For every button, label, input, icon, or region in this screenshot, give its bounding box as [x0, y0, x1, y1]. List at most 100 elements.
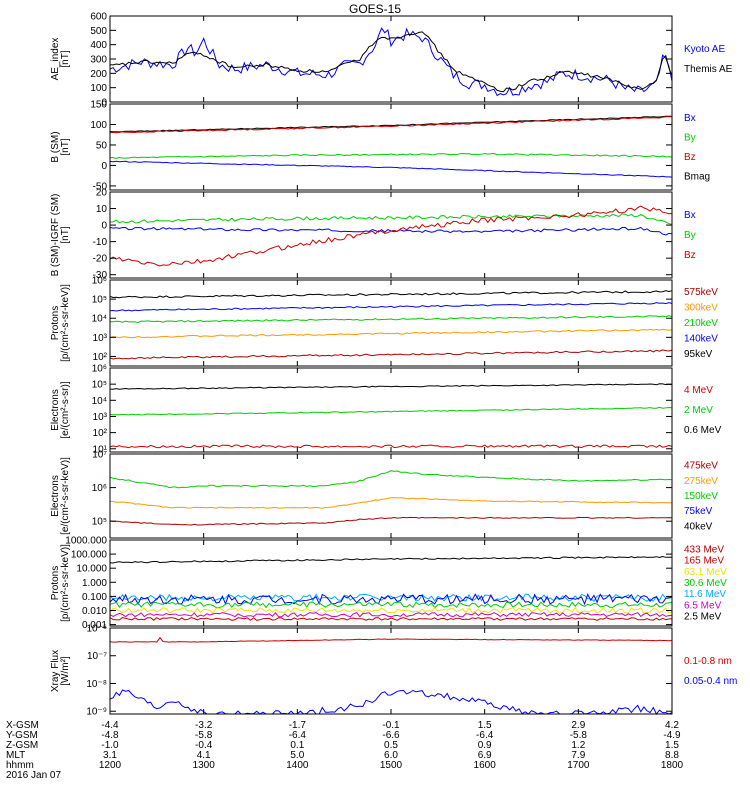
y-tick-label: 1.000 [82, 578, 107, 589]
legend-entry: Themis AE [684, 64, 733, 75]
series-line [109, 116, 672, 134]
series-line [110, 213, 673, 225]
axis-row-value: 0.5 [384, 740, 398, 751]
y-axis-label: [p/(cm²-s-sr-keV)] [60, 284, 71, 362]
legend-entry: Bmag [684, 171, 710, 182]
axis-row-value: 4.1 [197, 750, 211, 761]
y-tick-label: 600 [90, 12, 107, 23]
y-tick-label: -50 [93, 181, 108, 192]
panel-frame [109, 627, 673, 715]
y-tick-label: 10 [96, 204, 108, 215]
axis-row-value: -1.0 [101, 740, 119, 751]
axis-row-value: 1.5 [478, 720, 492, 731]
axis-row-value: 1700 [567, 760, 590, 771]
series-line [109, 601, 673, 609]
y-tick-label: 150 [90, 100, 107, 111]
legend-entry: 75keV [684, 506, 713, 517]
series-line [109, 205, 673, 267]
legend-entry: 11.6 MeV [684, 589, 726, 600]
y-axis-label: [p/(cm²-s-sr-keV)] [60, 544, 71, 622]
y-axis-label: [nT] [60, 226, 71, 243]
panel-frame [109, 103, 673, 191]
time-axis-table: X-GSM -4.4 -3.2 -1.7 -0.1 1.5 2.9 4.2Y-GSM -4.8-… [6, 720, 684, 781]
axis-row-value: 3.1 [103, 750, 117, 761]
y-tick-label: 500 [90, 26, 107, 37]
axis-row-value: 2.9 [571, 720, 585, 731]
series-line [109, 315, 673, 324]
legend-entry: 210keV [684, 318, 718, 329]
y-tick-label: 10⁵ [92, 517, 107, 528]
y-tick-label: 100 [90, 120, 107, 131]
series-line [109, 636, 673, 643]
y-axis-label: [W/m²] [60, 656, 71, 686]
y-axis-label: B (SM)-IGRF (SM) [50, 194, 61, 277]
y-tick-label: 20 [96, 188, 108, 199]
axis-row-value: -1.7 [289, 720, 307, 731]
y-tick-label: 100 [90, 83, 107, 94]
series-line [109, 290, 673, 299]
series-line [109, 160, 673, 178]
axis-row-label: Z-GSM [6, 740, 38, 751]
series-line [109, 617, 673, 621]
axis-row-value: 5.0 [290, 750, 304, 761]
y-tick-label: 0 [101, 161, 107, 172]
panel-3: -30 -20 -10 0 10 20 B (SM)-IGRF (SM) [nT] Bx By Bz [50, 188, 696, 282]
y-tick-label: 400 [90, 40, 107, 51]
y-tick-label: 0.001 [82, 620, 107, 631]
y-tick-label: 10⁻⁹ [86, 707, 107, 718]
axis-row-value: 1600 [474, 760, 497, 771]
legend-entry: 40keV [684, 521, 713, 532]
legend-entry: Bz [684, 250, 696, 261]
legend-entry: 165 MeV [684, 556, 724, 567]
series-line [109, 470, 673, 489]
axis-row-value: 1400 [286, 760, 309, 771]
y-tick-label: 10² [93, 428, 108, 439]
series-line [109, 152, 673, 160]
y-axis-label: [e/(cm²-s-sr-keV)] [60, 457, 71, 535]
panel-7: 0.001 0.010 0.100 1.000 10.000 100.000 1000.00… [50, 536, 727, 632]
axis-row-value: 1300 [193, 760, 216, 771]
legend-entry: 4 MeV [684, 385, 713, 396]
series-line [109, 516, 673, 526]
y-axis-label: B (SM) [50, 131, 61, 162]
legend-entry: 150keV [684, 491, 718, 502]
series-line [109, 302, 673, 312]
legend-entry: 300keV [684, 302, 718, 313]
y-tick-label: 0 [101, 98, 107, 109]
panel-frame [109, 279, 673, 367]
panel-frame [109, 191, 673, 279]
series-line [109, 611, 673, 618]
axis-row-value: 1800 [661, 760, 684, 771]
series-line [109, 383, 673, 390]
panel-6: 10⁵ 10⁶ 10⁷ Electrons [e/(cm²-s-sr-keV)] 475k… [50, 450, 718, 539]
y-tick-label: 0.100 [82, 592, 107, 603]
y-tick-label: 200 [90, 69, 107, 80]
y-tick-label: 10³ [93, 333, 108, 344]
panel-frame [109, 453, 673, 539]
y-axis-label: [nT] [60, 50, 71, 67]
axis-row-value: 1.5 [665, 740, 679, 751]
series-line [109, 593, 673, 606]
legend-entry: Bx [684, 210, 696, 221]
axis-row-value: -6.6 [382, 730, 400, 741]
axis-row-value: 4.2 [665, 720, 679, 731]
y-tick-label: 10⁴ [92, 396, 107, 407]
legend-entry: 475keV [684, 461, 718, 472]
axis-row-value: -4.4 [101, 720, 119, 731]
panel-2: -50 0 50 100 150 B (SM) [nT] Bx By Bz Bmag [50, 100, 710, 193]
axis-row-label: hhmm [6, 760, 34, 771]
axis-row-value: 1500 [380, 760, 403, 771]
y-tick-label: 10⁻⁶ [86, 624, 107, 635]
y-tick-label: 10⁵ [92, 380, 107, 391]
axis-date: 2016 Jan 07 [6, 770, 61, 781]
y-tick-label: -10 [93, 237, 108, 248]
axis-row-value: -5.8 [570, 730, 588, 741]
y-tick-label: 300 [90, 55, 107, 66]
axis-row-value: -0.1 [382, 720, 400, 731]
axis-row-label: X-GSM [6, 720, 39, 731]
axis-row-value: 6.0 [384, 750, 398, 761]
legend-entry: Bx [684, 113, 696, 124]
legend-entry: 0.05-0.4 nm [684, 676, 737, 687]
y-tick-label: 10⁶ [92, 364, 107, 375]
